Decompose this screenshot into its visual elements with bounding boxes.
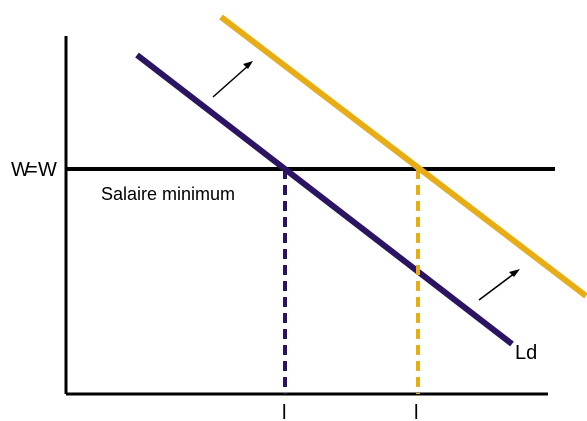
shift-arrow-lower bbox=[478, 269, 520, 301]
demand-curve-label: Ld bbox=[515, 342, 537, 364]
minimum-wage-label: Salaire minimum bbox=[101, 184, 235, 204]
shifted-labor-demand-curve bbox=[219, 14, 587, 299]
wage-label-left: W bbox=[11, 159, 30, 181]
l-gold-label: l bbox=[414, 402, 418, 421]
wage-label-right: W bbox=[38, 159, 57, 181]
labor-demand-curve bbox=[135, 52, 514, 347]
wage-label-equals: = bbox=[26, 159, 38, 181]
l-purple-label: l bbox=[282, 402, 286, 421]
shift-arrow-upper bbox=[212, 61, 253, 98]
wage-label: W = W bbox=[11, 159, 57, 181]
